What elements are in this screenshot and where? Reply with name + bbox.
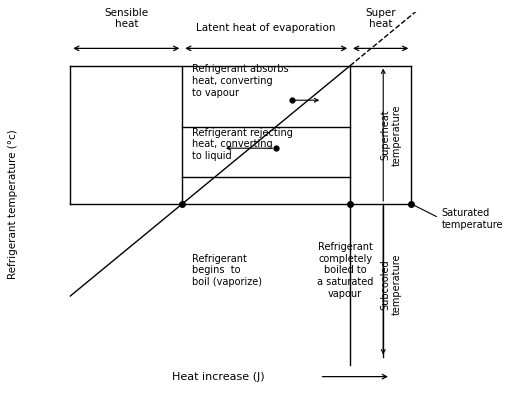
Text: Latent heat of evaporation: Latent heat of evaporation: [196, 23, 336, 33]
Text: Subcooled
temperature: Subcooled temperature: [380, 254, 401, 315]
Text: Saturated
temperature: Saturated temperature: [414, 205, 503, 230]
Text: Refrigerant
begins  to
boil (vaporize): Refrigerant begins to boil (vaporize): [193, 254, 263, 287]
Text: Super
heat: Super heat: [365, 8, 396, 29]
Text: Superheat
temperature: Superheat temperature: [380, 104, 401, 166]
Text: Refrigerant rejecting
heat, converting
to liquid: Refrigerant rejecting heat, converting t…: [193, 128, 293, 161]
Text: Sensible
heat: Sensible heat: [104, 8, 148, 29]
Text: Heat increase (J): Heat increase (J): [172, 372, 264, 382]
Text: Refrigerant temperature (°c): Refrigerant temperature (°c): [8, 129, 18, 279]
Text: Refrigerant
completely
boiled to
a saturated
vapour: Refrigerant completely boiled to a satur…: [317, 242, 373, 299]
Text: Refrigerant absorbs
heat, converting
to vapour: Refrigerant absorbs heat, converting to …: [193, 64, 289, 98]
